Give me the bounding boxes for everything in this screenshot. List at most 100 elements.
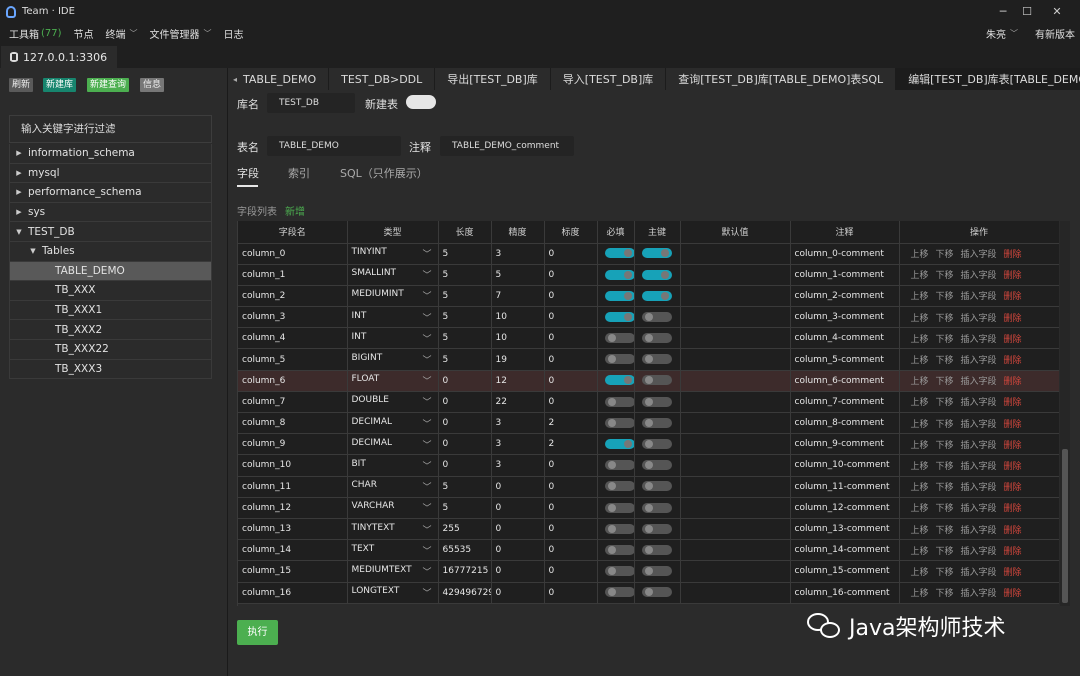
field-name-cell[interactable]: column_9	[238, 433, 348, 456]
new-query-button[interactable]: 新建查询	[87, 78, 130, 92]
menu-toolbox[interactable]: 工具箱 (77)	[9, 26, 62, 41]
field-length-cell[interactable]: 16777215	[438, 560, 492, 583]
minimize-icon[interactable]: ─	[999, 5, 1007, 18]
tab-table-demo[interactable]: ◂ TABLE_DEMO	[229, 68, 330, 90]
primary-key-toggle[interactable]	[641, 269, 672, 280]
insert-field-button[interactable]: 插入字段	[960, 525, 997, 536]
delete-button[interactable]: 删除	[1003, 334, 1022, 345]
required-toggle[interactable]	[604, 460, 633, 471]
move-up-button[interactable]: 上移	[910, 589, 929, 600]
field-length-cell[interactable]: 5	[438, 476, 492, 498]
field-type-select[interactable]: FLOAT ﹀	[347, 370, 439, 392]
field-comment-cell[interactable]: column_7-comment	[790, 391, 900, 414]
field-scale-cell[interactable]: 0	[544, 497, 598, 519]
primary-key-toggle[interactable]	[641, 311, 672, 322]
connection-tab[interactable]: 127.0.0.1:3306	[1, 46, 117, 68]
scrollbar-thumb[interactable]	[1062, 449, 1068, 603]
field-type-select[interactable]: TEXT ﹀	[347, 539, 439, 562]
field-length-cell[interactable]: 0	[438, 412, 492, 435]
field-default-cell[interactable]	[680, 391, 791, 414]
insert-field-button[interactable]: 插入字段	[960, 292, 997, 303]
field-comment-cell[interactable]: column_15-comment	[790, 560, 900, 583]
field-scale-cell[interactable]: 0	[544, 348, 598, 371]
field-length-cell[interactable]: 5	[438, 285, 492, 308]
field-precision-cell[interactable]: 3	[491, 243, 545, 265]
field-default-cell[interactable]	[680, 348, 791, 371]
field-name-cell[interactable]: column_13	[238, 518, 348, 541]
move-down-button[interactable]: 下移	[935, 525, 954, 536]
field-comment-cell[interactable]: column_3-comment	[790, 306, 900, 329]
field-length-cell[interactable]: 429496729	[438, 582, 492, 604]
field-default-cell[interactable]	[680, 433, 791, 456]
move-down-button[interactable]: 下移	[935, 440, 954, 451]
move-up-button[interactable]: 上移	[910, 334, 929, 345]
primary-key-toggle[interactable]	[641, 587, 672, 598]
field-scale-cell[interactable]: 0	[544, 539, 598, 562]
tree-item-tb-xxx22[interactable]: TB_XXX22	[9, 339, 212, 360]
field-name-cell[interactable]: column_10	[238, 454, 348, 477]
move-down-button[interactable]: 下移	[935, 567, 954, 578]
field-name-cell[interactable]: column_5	[238, 348, 348, 371]
menu-terminal[interactable]: 终端 ﹀	[106, 26, 138, 41]
delete-button[interactable]: 删除	[1003, 271, 1022, 282]
delete-button[interactable]: 删除	[1003, 356, 1022, 367]
field-default-cell[interactable]	[680, 539, 791, 562]
field-default-cell[interactable]	[680, 370, 791, 392]
insert-field-button[interactable]: 插入字段	[960, 356, 997, 367]
field-precision-cell[interactable]: 12	[491, 370, 545, 392]
insert-field-button[interactable]: 插入字段	[960, 461, 997, 472]
field-precision-cell[interactable]: 5	[491, 264, 545, 286]
required-toggle[interactable]	[604, 502, 633, 513]
field-type-select[interactable]: TINYINT ﹀	[347, 243, 439, 265]
field-type-select[interactable]: DECIMAL ﹀	[347, 412, 439, 435]
required-toggle[interactable]	[604, 311, 633, 322]
delete-button[interactable]: 删除	[1003, 250, 1022, 261]
tree-item-tb-xxx[interactable]: TB_XXX	[9, 281, 212, 301]
field-length-cell[interactable]: 5	[438, 306, 492, 329]
required-toggle[interactable]	[604, 481, 633, 492]
move-up-button[interactable]: 上移	[910, 398, 929, 409]
field-scale-cell[interactable]: 0	[544, 327, 598, 350]
field-precision-cell[interactable]: 7	[491, 285, 545, 308]
field-name-cell[interactable]: column_6	[238, 370, 348, 392]
field-comment-cell[interactable]: column_13-comment	[790, 518, 900, 541]
delete-button[interactable]: 删除	[1003, 398, 1022, 409]
subtab-indexes[interactable]: 索引	[288, 167, 310, 180]
tab-scroll-left-icon[interactable]: ◂	[233, 74, 238, 84]
field-type-select[interactable]: DOUBLE ﹀	[347, 391, 439, 414]
primary-key-toggle[interactable]	[641, 333, 672, 344]
move-down-button[interactable]: 下移	[935, 334, 954, 345]
primary-key-toggle[interactable]	[641, 460, 672, 471]
move-up-button[interactable]: 上移	[910, 356, 929, 367]
field-length-cell[interactable]: 5	[438, 243, 492, 265]
move-up-button[interactable]: 上移	[910, 292, 929, 303]
field-scale-cell[interactable]: 0	[544, 518, 598, 541]
required-toggle[interactable]	[604, 269, 633, 280]
field-length-cell[interactable]: 0	[438, 391, 492, 414]
move-up-button[interactable]: 上移	[910, 483, 929, 494]
field-type-select[interactable]: BIT ﹀	[347, 454, 439, 477]
field-precision-cell[interactable]: 3	[491, 433, 545, 456]
move-down-button[interactable]: 下移	[935, 313, 954, 324]
field-precision-cell[interactable]: 10	[491, 327, 545, 350]
execute-button[interactable]: 执行	[237, 620, 278, 645]
field-default-cell[interactable]	[680, 518, 791, 541]
primary-key-toggle[interactable]	[641, 523, 672, 534]
primary-key-toggle[interactable]	[641, 566, 672, 577]
move-down-button[interactable]: 下移	[935, 292, 954, 303]
delete-button[interactable]: 删除	[1003, 419, 1022, 430]
field-default-cell[interactable]	[680, 476, 791, 498]
field-precision-cell[interactable]: 0	[491, 560, 545, 583]
field-comment-cell[interactable]: column_0-comment	[790, 243, 900, 265]
move-up-button[interactable]: 上移	[910, 525, 929, 536]
field-scale-cell[interactable]: 0	[544, 454, 598, 477]
field-precision-cell[interactable]: 0	[491, 582, 545, 604]
tree-item-tb-xxx1[interactable]: TB_XXX1	[9, 300, 212, 321]
field-length-cell[interactable]: 0	[438, 433, 492, 456]
table-comment-field[interactable]: TABLE_DEMO_comment	[440, 136, 574, 156]
field-name-cell[interactable]: column_11	[238, 476, 348, 498]
tab-import[interactable]: 导入[TEST_DB]库	[551, 68, 667, 90]
move-down-button[interactable]: 下移	[935, 483, 954, 494]
insert-field-button[interactable]: 插入字段	[960, 567, 997, 578]
insert-field-button[interactable]: 插入字段	[960, 440, 997, 451]
